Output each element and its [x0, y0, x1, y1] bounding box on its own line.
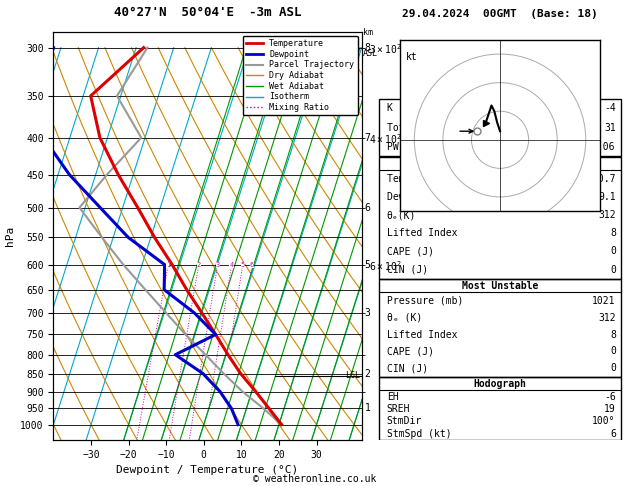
Y-axis label: hPa: hPa [4, 226, 14, 246]
Text: km: km [363, 28, 373, 37]
Text: 6: 6 [250, 261, 254, 268]
Text: CIN (J): CIN (J) [387, 264, 428, 275]
Text: 0: 0 [610, 347, 616, 356]
Text: StmDir: StmDir [387, 417, 422, 426]
Text: CAPE (J): CAPE (J) [387, 347, 434, 356]
Text: 2: 2 [197, 261, 201, 268]
Text: Lifted Index: Lifted Index [387, 330, 457, 340]
Text: θₑ (K): θₑ (K) [387, 312, 422, 323]
Text: SREH: SREH [387, 404, 410, 414]
Text: 8: 8 [365, 43, 370, 52]
Text: ASL: ASL [363, 49, 378, 58]
Text: 312: 312 [598, 312, 616, 323]
Text: 4: 4 [230, 261, 234, 268]
Text: CIN (J): CIN (J) [387, 363, 428, 373]
Text: 5: 5 [241, 261, 245, 268]
Text: 8: 8 [610, 330, 616, 340]
Text: 0: 0 [610, 246, 616, 257]
Text: 100°: 100° [593, 417, 616, 426]
Text: 29.04.2024  00GMT  (Base: 18): 29.04.2024 00GMT (Base: 18) [402, 9, 598, 19]
Text: StmSpd (kt): StmSpd (kt) [387, 429, 452, 439]
Text: 20.7: 20.7 [593, 174, 616, 184]
Text: 3: 3 [365, 308, 370, 318]
Bar [379, 279, 621, 377]
Text: 7: 7 [365, 133, 370, 143]
Text: Lifted Index: Lifted Index [387, 228, 457, 238]
Text: EH: EH [387, 392, 399, 401]
Text: 6: 6 [365, 203, 370, 212]
Text: Dewp (°C): Dewp (°C) [387, 192, 440, 202]
Bar [379, 157, 621, 278]
Text: 6: 6 [610, 429, 616, 439]
X-axis label: Dewpoint / Temperature (°C): Dewpoint / Temperature (°C) [116, 465, 299, 475]
Text: kt: kt [406, 52, 418, 62]
Text: 40°27'N  50°04'E  -3m ASL: 40°27'N 50°04'E -3m ASL [114, 6, 301, 19]
Text: Pressure (mb): Pressure (mb) [387, 296, 463, 306]
Text: 8: 8 [610, 228, 616, 238]
Text: 1.06: 1.06 [593, 141, 616, 152]
Bar [379, 99, 621, 156]
Text: 9.1: 9.1 [598, 192, 616, 202]
Text: K: K [387, 104, 392, 113]
Text: -4: -4 [604, 104, 616, 113]
Text: LCL: LCL [345, 371, 360, 380]
Text: 3: 3 [216, 261, 220, 268]
Text: 31: 31 [604, 122, 616, 133]
Text: 0: 0 [610, 363, 616, 373]
Text: Totals Totals: Totals Totals [387, 122, 463, 133]
Bar [379, 377, 621, 440]
Text: Surface: Surface [479, 158, 521, 169]
Text: Hodograph: Hodograph [474, 379, 526, 389]
Text: © weatheronline.co.uk: © weatheronline.co.uk [253, 473, 376, 484]
Text: 1021: 1021 [593, 296, 616, 306]
Text: θₑ(K): θₑ(K) [387, 210, 416, 220]
Text: 5: 5 [365, 260, 370, 270]
Text: 0: 0 [610, 264, 616, 275]
Text: 2: 2 [365, 369, 370, 379]
Text: PW (cm): PW (cm) [387, 141, 428, 152]
Text: 1: 1 [365, 403, 370, 414]
Text: Temp (°C): Temp (°C) [387, 174, 440, 184]
Legend: Temperature, Dewpoint, Parcel Trajectory, Dry Adiabat, Wet Adiabat, Isotherm, Mi: Temperature, Dewpoint, Parcel Trajectory… [243, 36, 357, 115]
Text: CAPE (J): CAPE (J) [387, 246, 434, 257]
Text: 19: 19 [604, 404, 616, 414]
Text: Most Unstable: Most Unstable [462, 281, 538, 291]
Text: 1: 1 [166, 261, 170, 268]
Text: 312: 312 [598, 210, 616, 220]
Text: -6: -6 [604, 392, 616, 401]
